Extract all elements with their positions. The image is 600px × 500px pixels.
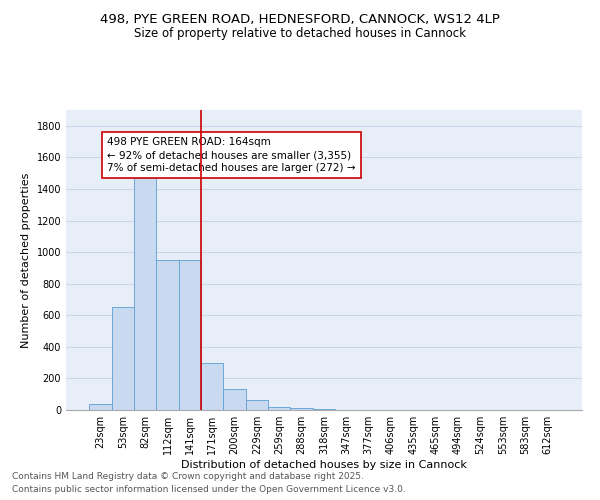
Bar <box>246 400 268 410</box>
Bar <box>290 408 313 410</box>
Text: Contains HM Land Registry data © Crown copyright and database right 2025.: Contains HM Land Registry data © Crown c… <box>12 472 364 481</box>
Bar <box>201 364 223 410</box>
Bar <box>157 260 179 410</box>
Text: 498, PYE GREEN ROAD, HEDNESFORD, CANNOCK, WS12 4LP: 498, PYE GREEN ROAD, HEDNESFORD, CANNOCK… <box>100 12 500 26</box>
X-axis label: Distribution of detached houses by size in Cannock: Distribution of detached houses by size … <box>181 460 467 470</box>
Bar <box>268 406 290 410</box>
Text: Contains public sector information licensed under the Open Government Licence v3: Contains public sector information licen… <box>12 485 406 494</box>
Y-axis label: Number of detached properties: Number of detached properties <box>21 172 31 348</box>
Bar <box>179 260 201 410</box>
Text: 498 PYE GREEN ROAD: 164sqm
← 92% of detached houses are smaller (3,355)
7% of se: 498 PYE GREEN ROAD: 164sqm ← 92% of deta… <box>107 137 356 173</box>
Bar <box>223 390 246 410</box>
Bar <box>313 409 335 410</box>
Text: Size of property relative to detached houses in Cannock: Size of property relative to detached ho… <box>134 28 466 40</box>
Bar <box>134 173 157 410</box>
Bar <box>89 404 112 410</box>
Bar <box>112 308 134 410</box>
